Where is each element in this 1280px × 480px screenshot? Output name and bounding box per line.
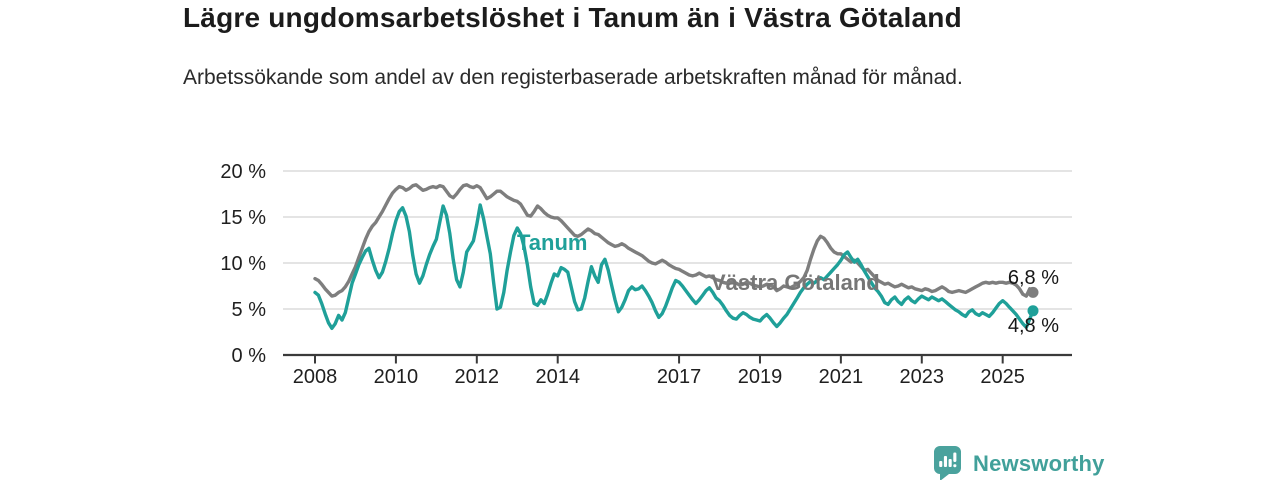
x-axis-tick-label: 2021 — [819, 366, 864, 388]
bar-chart-speech-bubble-icon — [934, 446, 961, 480]
newsworthy-logo: Newsworthy — [933, 446, 1105, 480]
x-axis-tick-label: 2010 — [374, 366, 419, 388]
tanum-end-dot — [1027, 305, 1039, 317]
tanum-series-label: Tanum — [517, 230, 587, 255]
x-axis-tick-label: 2012 — [455, 366, 500, 388]
vastra-gotaland-end-value-label: 6,8 % — [1008, 267, 1059, 289]
page-title: Lägre ungdomsarbetslöshet i Tanum än i V… — [183, 2, 962, 33]
x-axis-tick-label: 2008 — [293, 366, 338, 388]
x-axis-tick-label: 2019 — [738, 366, 783, 388]
y-axis-tick-label: 15 % — [220, 207, 266, 229]
y-axis-tick-label: 20 % — [220, 161, 266, 183]
y-axis-labels: 0 % 5 % 10 % 15 % 20 % — [220, 161, 266, 367]
tanum-end-value-label: 4,8 % — [1008, 315, 1059, 337]
newsworthy-wordmark: Newsworthy — [973, 451, 1105, 476]
x-axis-tick-label: 2014 — [535, 366, 580, 388]
x-axis-tick-label: 2025 — [980, 366, 1025, 388]
x-axis-tick-label: 2023 — [900, 366, 945, 388]
y-axis-tick-label: 0 % — [232, 345, 267, 367]
y-axis-tick-label: 5 % — [232, 299, 267, 321]
vastra-gotaland-end-dot — [1027, 286, 1039, 298]
y-axis-tick-label: 10 % — [220, 253, 266, 275]
x-axis-tick-label: 2017 — [657, 366, 702, 388]
vastra-gotaland-series-label: Västra Götaland — [711, 270, 880, 295]
chart-subtitle: Arbetssökande som andel av den registerb… — [183, 66, 963, 89]
series-lines — [313, 183, 1039, 330]
tanum-line — [313, 203, 1035, 330]
gridlines — [283, 170, 1072, 310]
x-axis: 2008 2010 2012 2014 2017 2019 2021 2023 2025 — [283, 353, 1072, 388]
vastra-gotaland-line — [313, 183, 1035, 298]
